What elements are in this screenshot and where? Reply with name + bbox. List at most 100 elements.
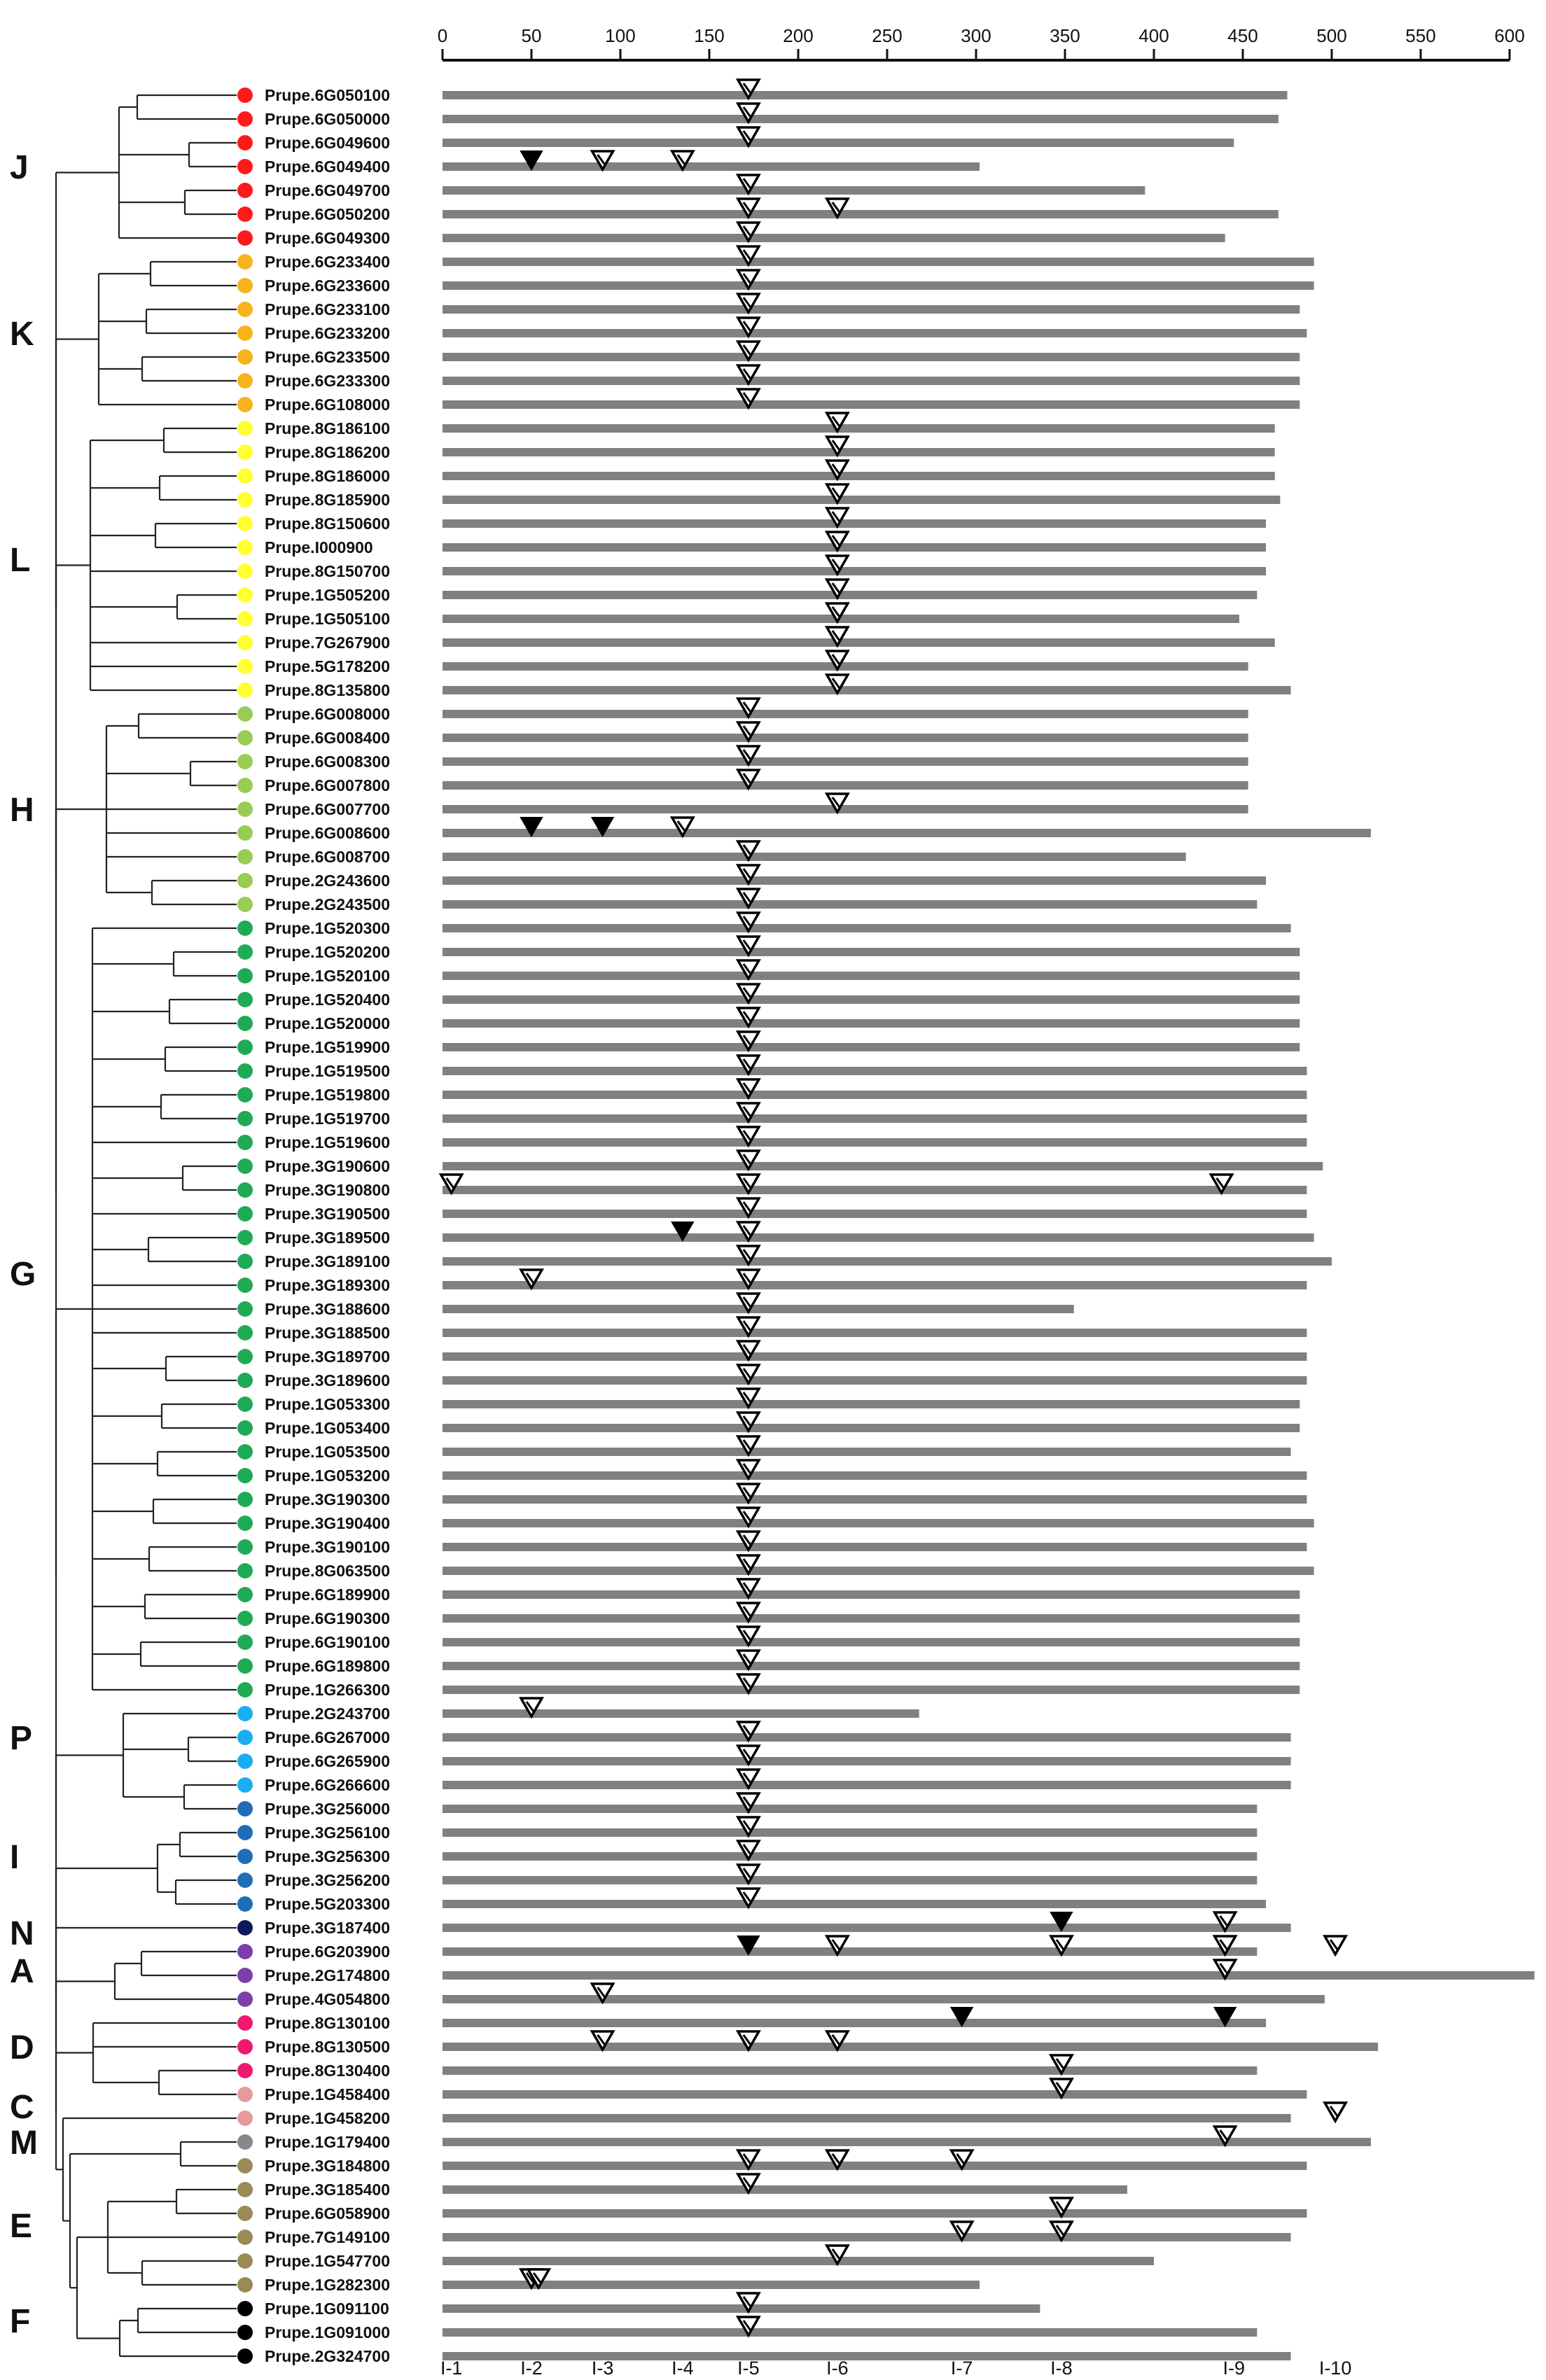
gene-row: Prupe.6G233300 — [237, 364, 1300, 390]
clade-color-dot — [237, 2301, 253, 2316]
gene-row: Prupe.3G256100 — [237, 1816, 1258, 1842]
gene-name: Prupe.8G185900 — [265, 491, 390, 509]
clade-color-dot — [237, 373, 253, 388]
clade-color-dot — [237, 326, 253, 341]
axis-tick-label: 200 — [783, 25, 813, 46]
gene-length-bar — [443, 234, 1225, 242]
gene-length-bar — [443, 805, 1248, 813]
clade-color-dot — [237, 587, 253, 603]
gene-row: Prupe.3G190600 — [237, 1149, 1323, 1175]
gene-row: Prupe.3G256300 — [237, 1840, 1258, 1865]
gene-name: Prupe.7G267900 — [265, 634, 390, 652]
gene-name: Prupe.6G190300 — [265, 1609, 390, 1628]
gene-name: Prupe.6G233600 — [265, 276, 390, 295]
intron-marker-filled — [737, 1935, 760, 1956]
clade-color-dot — [237, 849, 253, 864]
axis-tick-label: 550 — [1405, 25, 1435, 46]
gene-name: Prupe.6G189800 — [265, 1657, 390, 1675]
gene-name: Prupe.1G519700 — [265, 1110, 390, 1128]
gene-length-bar — [443, 2233, 1291, 2241]
intron-marker-hatch — [742, 1891, 752, 1903]
gene-length-bar — [443, 1138, 1307, 1147]
gene-length-bar — [443, 2162, 1307, 2170]
gene-row: Prupe.8G150600 — [237, 507, 1267, 533]
clade-color-dot — [237, 1849, 253, 1864]
intron-marker-hatch — [742, 297, 752, 308]
gene-name: Prupe.6G203900 — [265, 1942, 390, 1961]
gene-length-bar — [443, 1019, 1300, 1028]
clade-color-dot — [237, 159, 253, 174]
clade-color-dot — [237, 1516, 253, 1531]
gene-length-bar — [443, 258, 1314, 266]
intron-marker-hatch — [742, 344, 752, 356]
gene-length-bar — [443, 472, 1275, 480]
clade-color-dot — [237, 897, 253, 912]
intron-marker-filled — [1213, 2007, 1237, 2028]
gene-name: Prupe.3G189600 — [265, 1371, 390, 1390]
gene-row: Prupe.3G189100 — [237, 1245, 1332, 1270]
clade-color-dot — [237, 1658, 253, 1674]
gene-length-bar — [443, 424, 1275, 433]
gene-row: Prupe.6G049300 — [237, 221, 1225, 247]
gene-row: Prupe.3G190800 — [237, 1173, 1307, 1199]
gene-name: Prupe.3G190600 — [265, 1157, 390, 1175]
gene-length-bar — [443, 1305, 1074, 1313]
clade-color-dot — [237, 1016, 253, 1031]
clade-color-dot — [237, 254, 253, 270]
intron-position-label: I-1 — [440, 2358, 463, 2379]
gene-length-bar — [443, 1995, 1325, 2003]
gene-name: Prupe.6G049600 — [265, 134, 390, 152]
gene-row: Prupe.6G007700 — [237, 792, 1248, 818]
intron-marker-hatch — [831, 606, 841, 617]
gene-row: Prupe.3G188500 — [237, 1316, 1307, 1342]
intron-marker-filled — [949, 2007, 974, 2028]
gene-length-bar — [443, 519, 1267, 528]
gene-name: Prupe.1G519500 — [265, 1062, 390, 1080]
intron-marker-hatch — [742, 2296, 752, 2307]
gene-row: Prupe.8G130100 — [237, 2007, 1267, 2032]
clade-color-dot — [237, 1492, 253, 1507]
intron-marker-hatch — [742, 1749, 752, 1760]
clade-color-dot — [237, 706, 253, 722]
gene-length-bar — [443, 853, 1186, 861]
intron-marker-filled — [590, 817, 615, 838]
intron-marker-hatch — [742, 202, 752, 213]
intron-marker-hatch — [1055, 2082, 1065, 2093]
clade-color-dot — [237, 2182, 253, 2197]
gene-name: Prupe.6G049400 — [265, 158, 390, 176]
gene-row: Prupe.8G063500 — [237, 1554, 1314, 1580]
gene-name: Prupe.6G008600 — [265, 824, 390, 842]
intron-marker-hatch — [1329, 2106, 1339, 2117]
gene-name: Prupe.6G007800 — [265, 776, 390, 794]
axis-tick-label: 350 — [1050, 25, 1080, 46]
intron-marker-filled — [671, 1222, 695, 1242]
gene-length-bar — [443, 781, 1248, 790]
clade-color-dot — [237, 2348, 253, 2364]
intron-marker-hatch — [742, 1344, 752, 1355]
gene-name: Prupe.2G243500 — [265, 895, 390, 913]
gene-row: Prupe.6G008300 — [237, 745, 1248, 771]
intron-marker-hatch — [742, 1439, 752, 1450]
clade-color-dot — [237, 1063, 253, 1079]
intron-marker-hatch — [742, 249, 752, 260]
gene-length-bar — [443, 1947, 1258, 1956]
gene-length-bar — [443, 400, 1300, 409]
gene-name: Prupe.6G058900 — [265, 2204, 390, 2222]
clade-color-dot — [237, 659, 253, 674]
gene-name: Prupe.6G008000 — [265, 705, 390, 723]
gene-length-bar — [443, 139, 1234, 147]
gene-length-bar — [443, 734, 1248, 742]
gene-length-bar — [443, 1638, 1300, 1646]
gene-row: Prupe.6G050200 — [237, 197, 1279, 223]
intron-marker-hatch — [831, 2034, 841, 2045]
gene-row: Prupe.6G008000 — [237, 697, 1248, 723]
gene-length-bar — [443, 710, 1248, 718]
gene-row: Prupe.3G185400 — [237, 2173, 1127, 2199]
gene-row: Prupe.3G256200 — [237, 1863, 1258, 1889]
gene-name: Prupe.1G266300 — [265, 1681, 390, 1699]
gene-row: Prupe.3G190100 — [237, 1530, 1307, 1556]
clade-color-dot — [237, 1754, 253, 1769]
gene-row: Prupe.1G179400 — [237, 2125, 1371, 2151]
gene-row: Prupe.1G519900 — [237, 1030, 1300, 1056]
gene-name: Prupe.1G547700 — [265, 2252, 390, 2270]
